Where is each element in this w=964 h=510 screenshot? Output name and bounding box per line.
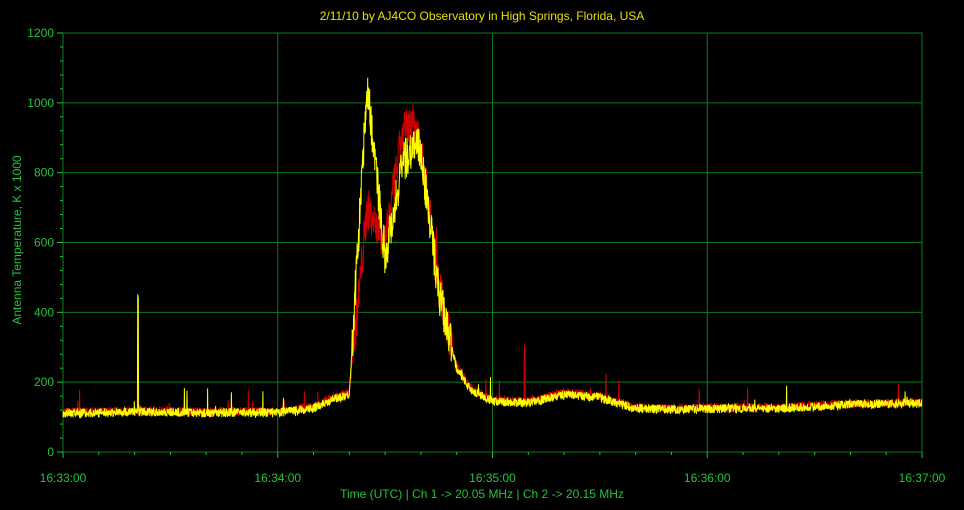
x-tick-label: 16:37:00 xyxy=(899,471,946,485)
x-tick-label: 16:35:00 xyxy=(469,471,516,485)
y-axis: 0 200 400 600 800 1000 1200 xyxy=(27,26,63,459)
y-tick-label: 600 xyxy=(34,236,54,250)
x-tick-label: 16:36:00 xyxy=(684,471,731,485)
y-tick-label: 1000 xyxy=(27,96,54,110)
y-tick-label: 800 xyxy=(34,166,54,180)
x-axis-label: Time (UTC) | Ch 1 -> 20.05 MHz | Ch 2 ->… xyxy=(340,487,624,501)
x-axis: 16:33:00 16:34:00 16:35:00 16:36:00 16:37:00 xyxy=(40,452,946,485)
plot-lines xyxy=(62,77,923,419)
y-tick-label: 1200 xyxy=(27,26,54,40)
series-line-2 xyxy=(62,77,923,419)
y-tick-label: 200 xyxy=(34,375,54,389)
x-tick-label: 16:34:00 xyxy=(254,471,301,485)
x-tick-label: 16:33:00 xyxy=(40,471,87,485)
y-axis-label: Antenna Temperature, K x 1000 xyxy=(10,155,24,325)
y-tick-label: 0 xyxy=(47,445,54,459)
chart-title: 2/11/10 by AJ4CO Observatory in High Spr… xyxy=(319,9,645,23)
y-tick-label: 400 xyxy=(34,305,54,319)
